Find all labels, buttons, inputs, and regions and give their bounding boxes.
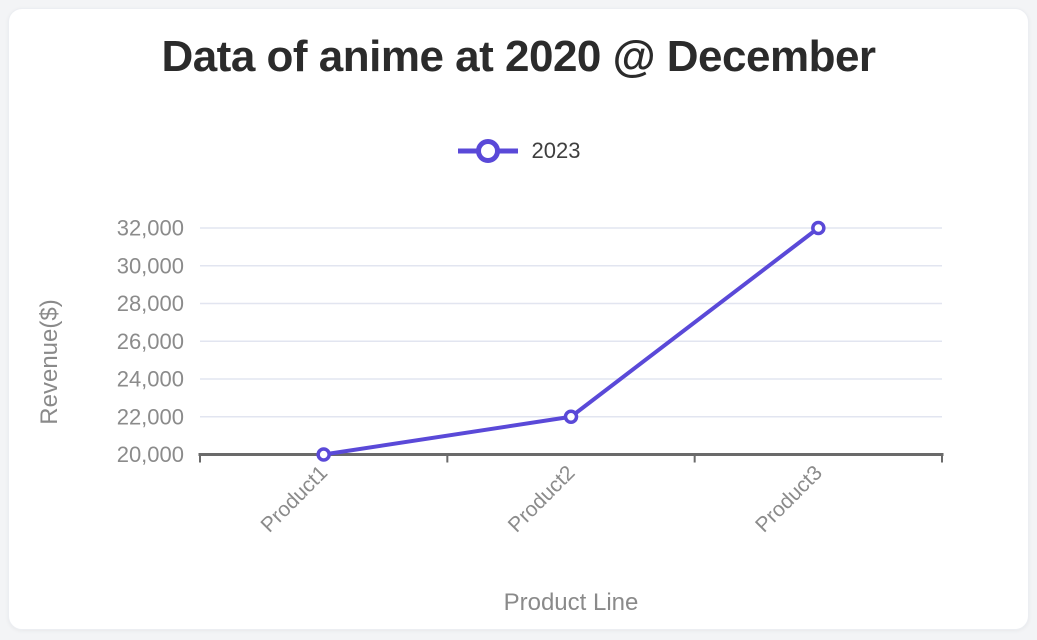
data-point-Product3[interactable] xyxy=(811,220,826,236)
axes xyxy=(198,453,944,463)
x-axis-title: Product Line xyxy=(504,589,639,616)
y-tick-label: 28,000 xyxy=(117,291,184,316)
data-point-Product1[interactable] xyxy=(316,447,331,462)
legend-label: 2023 xyxy=(531,138,581,163)
gridlines xyxy=(200,227,942,418)
y-tick-label: 26,000 xyxy=(117,329,184,354)
x-tick-label: Product2 xyxy=(504,461,580,537)
y-tick-label: 20,000 xyxy=(117,442,184,467)
data-series xyxy=(316,220,826,462)
x-tick-labels: Product1 Product2 Product3 xyxy=(256,461,826,537)
chart-title: Data of anime at 2020 @ December xyxy=(161,32,876,81)
chart-card xyxy=(8,8,1029,630)
y-tick-label: 30,000 xyxy=(117,253,184,278)
legend: 2023 xyxy=(0,137,1037,165)
y-tick-label: 24,000 xyxy=(117,367,184,392)
y-tick-label: 22,000 xyxy=(117,404,184,429)
x-tick-label: Product1 xyxy=(256,461,332,537)
y-axis-title: Revenue($) xyxy=(36,299,63,424)
y-tick-label: 32,000 xyxy=(117,216,184,241)
legend-item-2023[interactable]: 2023 xyxy=(457,137,581,165)
data-point-Product2[interactable] xyxy=(563,409,579,424)
x-tick-label: Product3 xyxy=(751,461,827,537)
y-tick-labels: 20,000 22,000 24,000 26,000 28,000 30,000 32,0… xyxy=(117,216,184,468)
legend-marker-icon xyxy=(457,139,518,163)
